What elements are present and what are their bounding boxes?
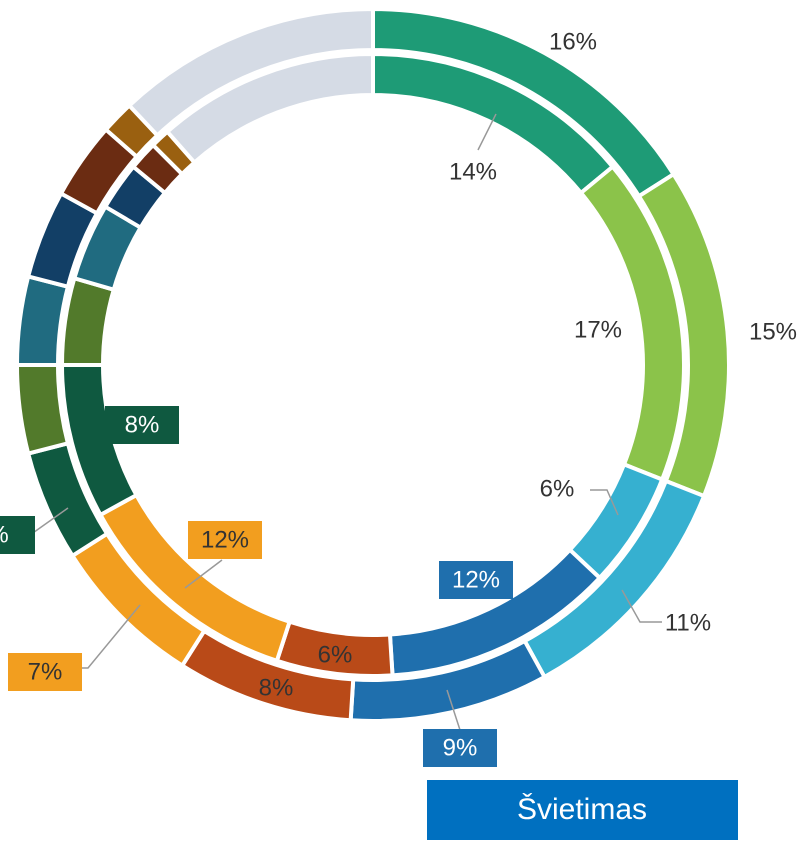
- data-label: 16%: [549, 28, 597, 55]
- labels: 16% 15% 11% 9% 8% 7%% 14% 17% 6% 12% 6% 12% 8%: [0, 28, 797, 767]
- leader-line: [446, 689, 461, 731]
- leader-line: [29, 507, 69, 536]
- data-label: 17%: [574, 316, 622, 343]
- button-background[interactable]: [427, 780, 738, 840]
- data-label: 12%: [452, 566, 500, 593]
- selected-button[interactable]: Švietimas: [427, 780, 738, 840]
- donut-segment: [14, 274, 71, 367]
- button-label[interactable]: Švietimas: [517, 792, 647, 826]
- data-label: 7%: [28, 658, 63, 685]
- data-label: 6%: [540, 475, 575, 502]
- leader-line: [621, 589, 662, 623]
- leader-line: [590, 489, 619, 516]
- data-label: 6%: [318, 641, 353, 668]
- leader-line: [184, 559, 223, 589]
- label-box: [188, 521, 262, 559]
- rings: [14, 6, 731, 723]
- data-label: 15%: [749, 318, 797, 345]
- data-label: 8%: [125, 411, 160, 438]
- data-label: 8%: [259, 674, 294, 701]
- label-box: [423, 729, 497, 767]
- label-box: [8, 653, 82, 691]
- label-box: [0, 516, 35, 554]
- data-label: 9%: [443, 734, 478, 761]
- data-label: 11%: [665, 609, 711, 636]
- donut-segment: [126, 6, 375, 139]
- leader-line: [477, 113, 497, 151]
- donut-segment: [59, 275, 117, 367]
- data-label: %: [0, 521, 9, 548]
- data-label: 12%: [201, 526, 249, 553]
- label-box: [105, 406, 179, 444]
- donut-segment: [14, 363, 71, 456]
- data-label: 14%: [449, 158, 497, 185]
- label-box: [439, 561, 513, 599]
- donut-segment: [164, 51, 375, 166]
